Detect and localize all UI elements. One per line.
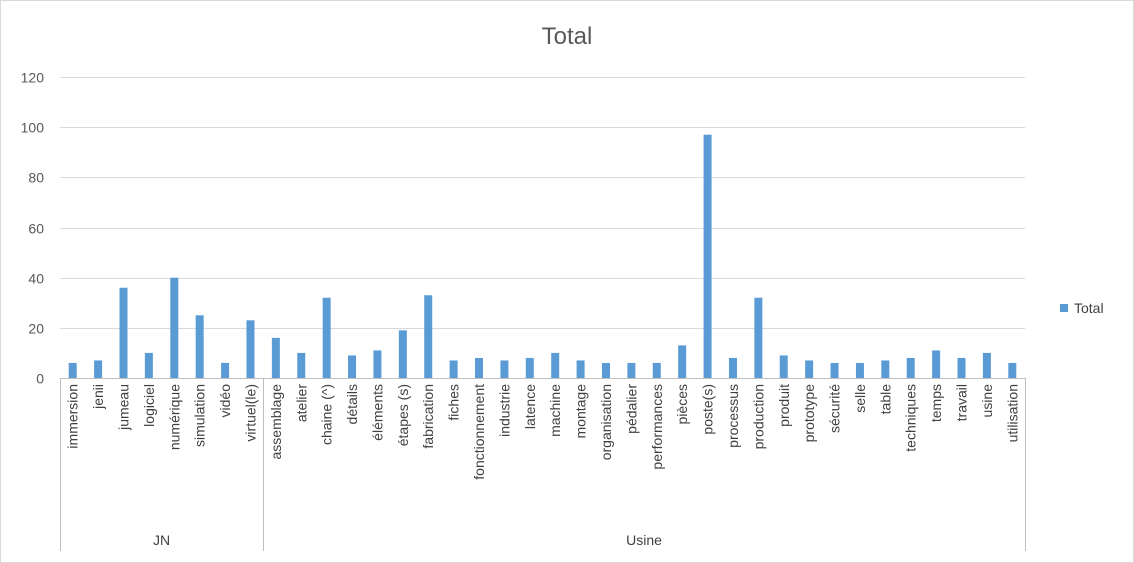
y-tick-label: 120 <box>21 70 45 86</box>
x-tick-label: pédalier <box>623 384 639 434</box>
x-tick-label: virtuel(le) <box>242 384 258 442</box>
x-tick-label: techniques <box>903 384 919 452</box>
bar <box>271 337 280 378</box>
x-tick-label: jumeau <box>115 384 131 431</box>
x-tick-label: prototype <box>801 384 817 443</box>
bar <box>855 362 864 378</box>
x-tick-label: vidéo <box>217 384 233 418</box>
y-tick-label: 100 <box>21 120 45 136</box>
x-tick-label: utilisation <box>1004 384 1020 442</box>
x-tick-label: simulation <box>192 384 208 447</box>
x-tick-label: selle <box>852 384 868 413</box>
bar <box>94 360 103 378</box>
bar <box>932 350 941 378</box>
y-tick-label: 20 <box>28 321 44 337</box>
bar <box>246 320 255 378</box>
x-tick-label: latence <box>522 384 538 429</box>
x-tick-label: industrie <box>496 384 512 437</box>
bar <box>728 357 737 378</box>
x-tick-label: travail <box>954 384 970 421</box>
bar <box>881 360 890 378</box>
x-tick-label: étapes (s) <box>395 384 411 446</box>
bar <box>601 362 610 378</box>
bar <box>424 295 433 378</box>
bar <box>779 355 788 378</box>
x-tick-label: chaine (^) <box>319 384 335 445</box>
bar <box>68 362 77 378</box>
x-tick-label: production <box>750 384 766 449</box>
bar <box>525 357 534 378</box>
bar <box>322 297 331 378</box>
x-tick-label: organisation <box>598 384 614 460</box>
x-tick-label: table <box>877 384 893 415</box>
bar <box>398 330 407 378</box>
x-tick-label: fonctionnement <box>471 384 487 480</box>
bar <box>627 362 636 378</box>
x-tick-label: usine <box>979 384 995 418</box>
group-label: Usine <box>626 532 662 548</box>
bar <box>475 357 484 378</box>
y-axis-ticks: 0 20 40 60 80 100 120 <box>21 70 45 387</box>
y-tick-label: 80 <box>28 170 44 186</box>
bar <box>652 362 661 378</box>
legend-swatch <box>1060 304 1068 312</box>
bar <box>982 352 991 378</box>
bar <box>754 297 763 378</box>
bar <box>830 362 839 378</box>
chart-title: Total <box>542 23 593 50</box>
x-tick-label: jenii <box>90 384 106 410</box>
gridlines <box>60 77 1025 379</box>
bar <box>119 287 128 378</box>
bar <box>449 360 458 378</box>
x-tick-label: assemblage <box>268 384 284 460</box>
bars <box>68 134 1017 378</box>
x-tick-label: montage <box>573 384 589 439</box>
group-label: JN <box>153 532 170 548</box>
x-tick-label: poste(s) <box>700 384 716 435</box>
legend-label: Total <box>1074 300 1104 316</box>
bar <box>221 362 230 378</box>
x-tick-label: immersion <box>65 384 81 449</box>
bar <box>500 360 509 378</box>
x-tick-label: pièces <box>674 384 690 424</box>
bar <box>957 357 966 378</box>
x-tick-label: sécurité <box>827 384 843 433</box>
x-tick-label: performances <box>649 384 665 470</box>
bar <box>170 277 179 378</box>
x-tick-label: machine <box>547 384 563 437</box>
bar <box>805 360 814 378</box>
y-tick-label: 0 <box>36 371 44 387</box>
bar <box>551 352 560 378</box>
legend: Total <box>1060 300 1104 316</box>
y-tick-label: 40 <box>28 271 44 287</box>
x-tick-label: produit <box>776 384 792 427</box>
x-tick-label: logiciel <box>141 384 157 427</box>
bar <box>1008 362 1017 378</box>
x-tick-label: détails <box>344 384 360 424</box>
bar <box>373 350 382 378</box>
group-axis: JN Usine <box>60 378 1026 551</box>
x-tick-label: numérique <box>166 384 182 450</box>
y-tick-label: 60 <box>28 221 44 237</box>
x-tick-label: fiches <box>446 384 462 421</box>
x-axis-labels: immersion jenii jumeau logiciel numérique sim… <box>65 384 1021 480</box>
bar <box>297 352 306 378</box>
x-tick-label: fabrication <box>420 384 436 449</box>
bar <box>703 134 712 378</box>
bar <box>195 315 204 378</box>
x-tick-label: éléments <box>369 384 385 441</box>
bar <box>144 352 153 378</box>
bar <box>678 345 687 378</box>
x-tick-label: processus <box>725 384 741 448</box>
bar <box>576 360 585 378</box>
bar <box>906 357 915 378</box>
bar <box>348 355 357 378</box>
x-tick-label: atelier <box>293 384 309 422</box>
x-tick-label: temps <box>928 384 944 422</box>
